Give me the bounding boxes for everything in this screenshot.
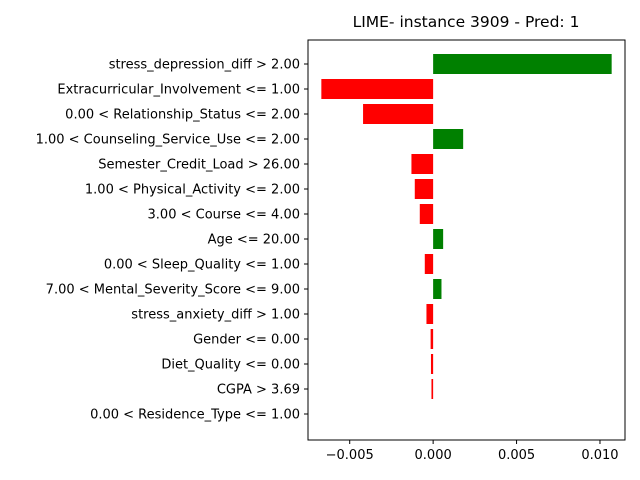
bar xyxy=(363,104,434,124)
y-tick-labels: stress_depression_diff > 2.00 Extracurric… xyxy=(36,58,308,423)
bar xyxy=(433,279,442,299)
y-tick-label: 3.00 < Course <= 4.00 xyxy=(148,208,300,223)
x-tick-label: 0.005 xyxy=(498,448,535,463)
bar xyxy=(433,129,464,149)
plot-frame xyxy=(307,39,626,441)
x-axis: −0.005 0.000 0.005 0.010 xyxy=(326,440,619,463)
bar xyxy=(426,304,434,324)
bar xyxy=(419,204,434,224)
bar xyxy=(411,154,434,174)
y-tick-label: Diet_Quality <= 0.00 xyxy=(161,358,300,373)
x-tick-label: −0.005 xyxy=(326,448,374,463)
bar xyxy=(321,79,434,99)
y-tick-label: 7.00 < Mental_Severity_Score <= 9.00 xyxy=(46,283,300,298)
x-tick-label: 0.000 xyxy=(415,448,452,463)
bar xyxy=(431,379,434,399)
y-tick-label: stress_depression_diff > 2.00 xyxy=(109,58,300,73)
y-tick-label: stress_anxiety_diff > 1.00 xyxy=(131,308,300,323)
y-tick-label: 1.00 < Physical_Activity <= 2.00 xyxy=(85,183,300,198)
y-tick-label: CGPA > 3.69 xyxy=(217,383,300,398)
y-tick-label: 0.00 < Sleep_Quality <= 1.00 xyxy=(104,258,300,273)
y-tick-label: 0.00 < Relationship_Status <= 2.00 xyxy=(65,108,300,123)
bar xyxy=(430,329,434,349)
bar xyxy=(430,354,434,374)
chart-title: LIME- instance 3909 - Pred: 1 xyxy=(353,13,580,31)
bar xyxy=(433,54,612,74)
y-tick-label: Gender <= 0.00 xyxy=(193,333,300,348)
y-tick-label: Semester_Credit_Load > 26.00 xyxy=(98,158,300,173)
bar xyxy=(433,229,444,249)
x-tick-label: 0.010 xyxy=(581,448,618,463)
y-tick-label: 0.00 < Residence_Type <= 1.00 xyxy=(90,408,300,423)
bars-group xyxy=(321,54,612,399)
y-tick-label: Age <= 20.00 xyxy=(208,233,300,248)
y-tick-label: Extracurricular_Involvement <= 1.00 xyxy=(57,83,300,98)
bar xyxy=(424,254,434,274)
bar xyxy=(414,179,434,199)
y-tick-label: 1.00 < Counseling_Service_Use <= 2.00 xyxy=(36,133,300,148)
